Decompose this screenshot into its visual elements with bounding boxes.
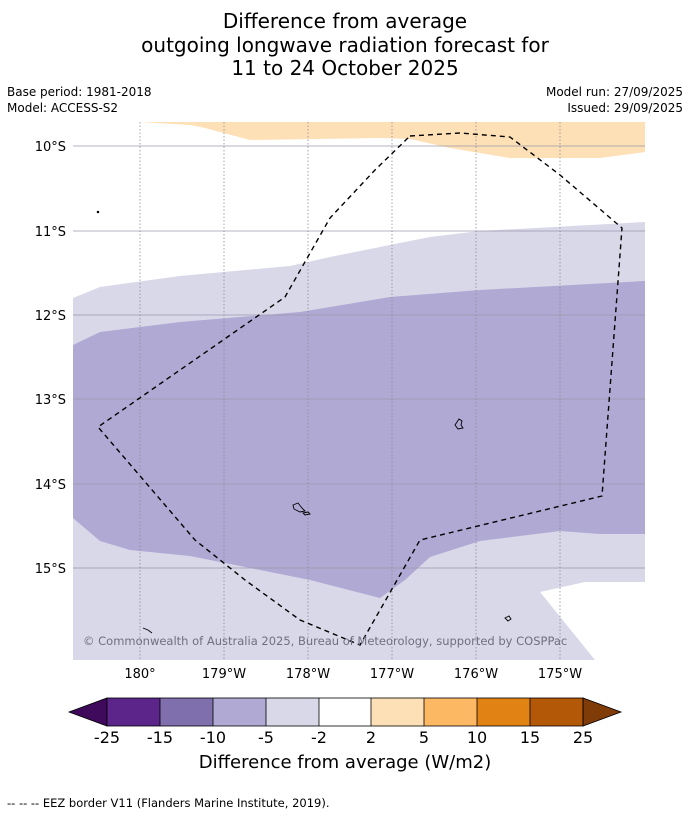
base-period: Base period: 1981-2018: [7, 85, 152, 99]
colorbar-tick-9: 15: [520, 728, 540, 747]
colorbar-ticks: -25 -15 -10 -5 -2 2 5 10 15 25: [94, 728, 593, 747]
colorbar-tick-3: -10: [200, 728, 226, 747]
lat-label-14s: 14°S: [35, 478, 66, 493]
colorbar-segment-4: [266, 698, 319, 726]
lat-labels: 10°S 11°S 12°S 13°S 14°S 15°S: [35, 140, 66, 577]
colorbar-tick-10: 25: [573, 728, 593, 747]
islands: [96, 210, 512, 634]
lon-label-179w: 179°W: [202, 667, 246, 682]
lat-label-10s: 10°S: [35, 140, 66, 155]
colorbar-segment-5: [319, 698, 371, 726]
colorbar-segment-9: [530, 698, 583, 726]
lon-label-178w: 178°W: [286, 667, 330, 682]
footer-note: -- -- -- EEZ border V11 (Flanders Marine…: [7, 796, 330, 810]
colorbar-tick-5: -2: [311, 728, 327, 747]
lat-label-13s: 13°S: [35, 393, 66, 408]
lon-label-177w: 177°W: [370, 667, 414, 682]
colorbar-tick-8: 10: [467, 728, 487, 747]
lat-label-11s: 11°S: [35, 225, 66, 240]
map-plot-area: [73, 122, 645, 660]
eez-border: [96, 132, 623, 646]
model-name: Model: ACCESS-S2: [7, 101, 119, 115]
colorbar-tick-2: -15: [147, 728, 173, 747]
island-northwest: [96, 210, 100, 214]
issued-date: Issued: 29/09/2025: [567, 101, 683, 115]
colorbar-segment-3: [213, 698, 266, 726]
island-south: [504, 615, 512, 622]
anomaly-region-light-orange-edge: [140, 122, 205, 128]
copyright-text: © Commonwealth of Australia 2025, Bureau…: [83, 634, 567, 648]
island-southwest: [142, 627, 153, 634]
title-line-1: Difference from average: [222, 9, 468, 33]
title-line-3: 11 to 24 October 2025: [231, 56, 459, 80]
anomaly-region-medium-purple: [73, 281, 645, 598]
colorbar-tick-7: 5: [419, 728, 429, 747]
title-line-2: outgoing longwave radiation forecast for: [141, 33, 549, 57]
colorbar-dividers: [159, 698, 531, 726]
colorbar-low-extension: [67, 697, 108, 727]
lon-label-180: 180°: [124, 667, 155, 682]
colorbar-segment-6: [371, 698, 424, 726]
colorbar-outline: [106, 697, 584, 727]
colorbar-segment-2: [160, 698, 213, 726]
colorbar-segment-8: [477, 698, 530, 726]
lon-label-175w: 175°W: [538, 667, 582, 682]
island-east: [454, 418, 464, 430]
lon-label-176w: 176°W: [454, 667, 498, 682]
island-west-main: [292, 502, 306, 513]
lat-label-12s: 12°S: [35, 309, 66, 324]
island-west-small: [302, 511, 311, 516]
lon-gridlines: [139, 122, 561, 660]
colorbar-tick-4: -5: [258, 728, 274, 747]
lon-labels: 180° 179°W 178°W 177°W 176°W 175°W: [124, 667, 582, 682]
model-run: Model run: 27/09/2025: [545, 85, 683, 99]
lat-label-15s: 15°S: [35, 562, 66, 577]
lat-gridlines: [73, 145, 645, 569]
colorbar-segment-1: [107, 698, 160, 726]
colorbar-label: Difference from average (W/m2): [198, 752, 492, 773]
colorbar-high-extension: [582, 697, 623, 727]
colorbar-tick-6: 2: [366, 728, 376, 747]
colorbar: [67, 697, 623, 727]
colorbar-segment-7: [424, 698, 477, 726]
colorbar-tick-1: -25: [94, 728, 120, 747]
anomaly-region-light-orange: [190, 122, 645, 158]
